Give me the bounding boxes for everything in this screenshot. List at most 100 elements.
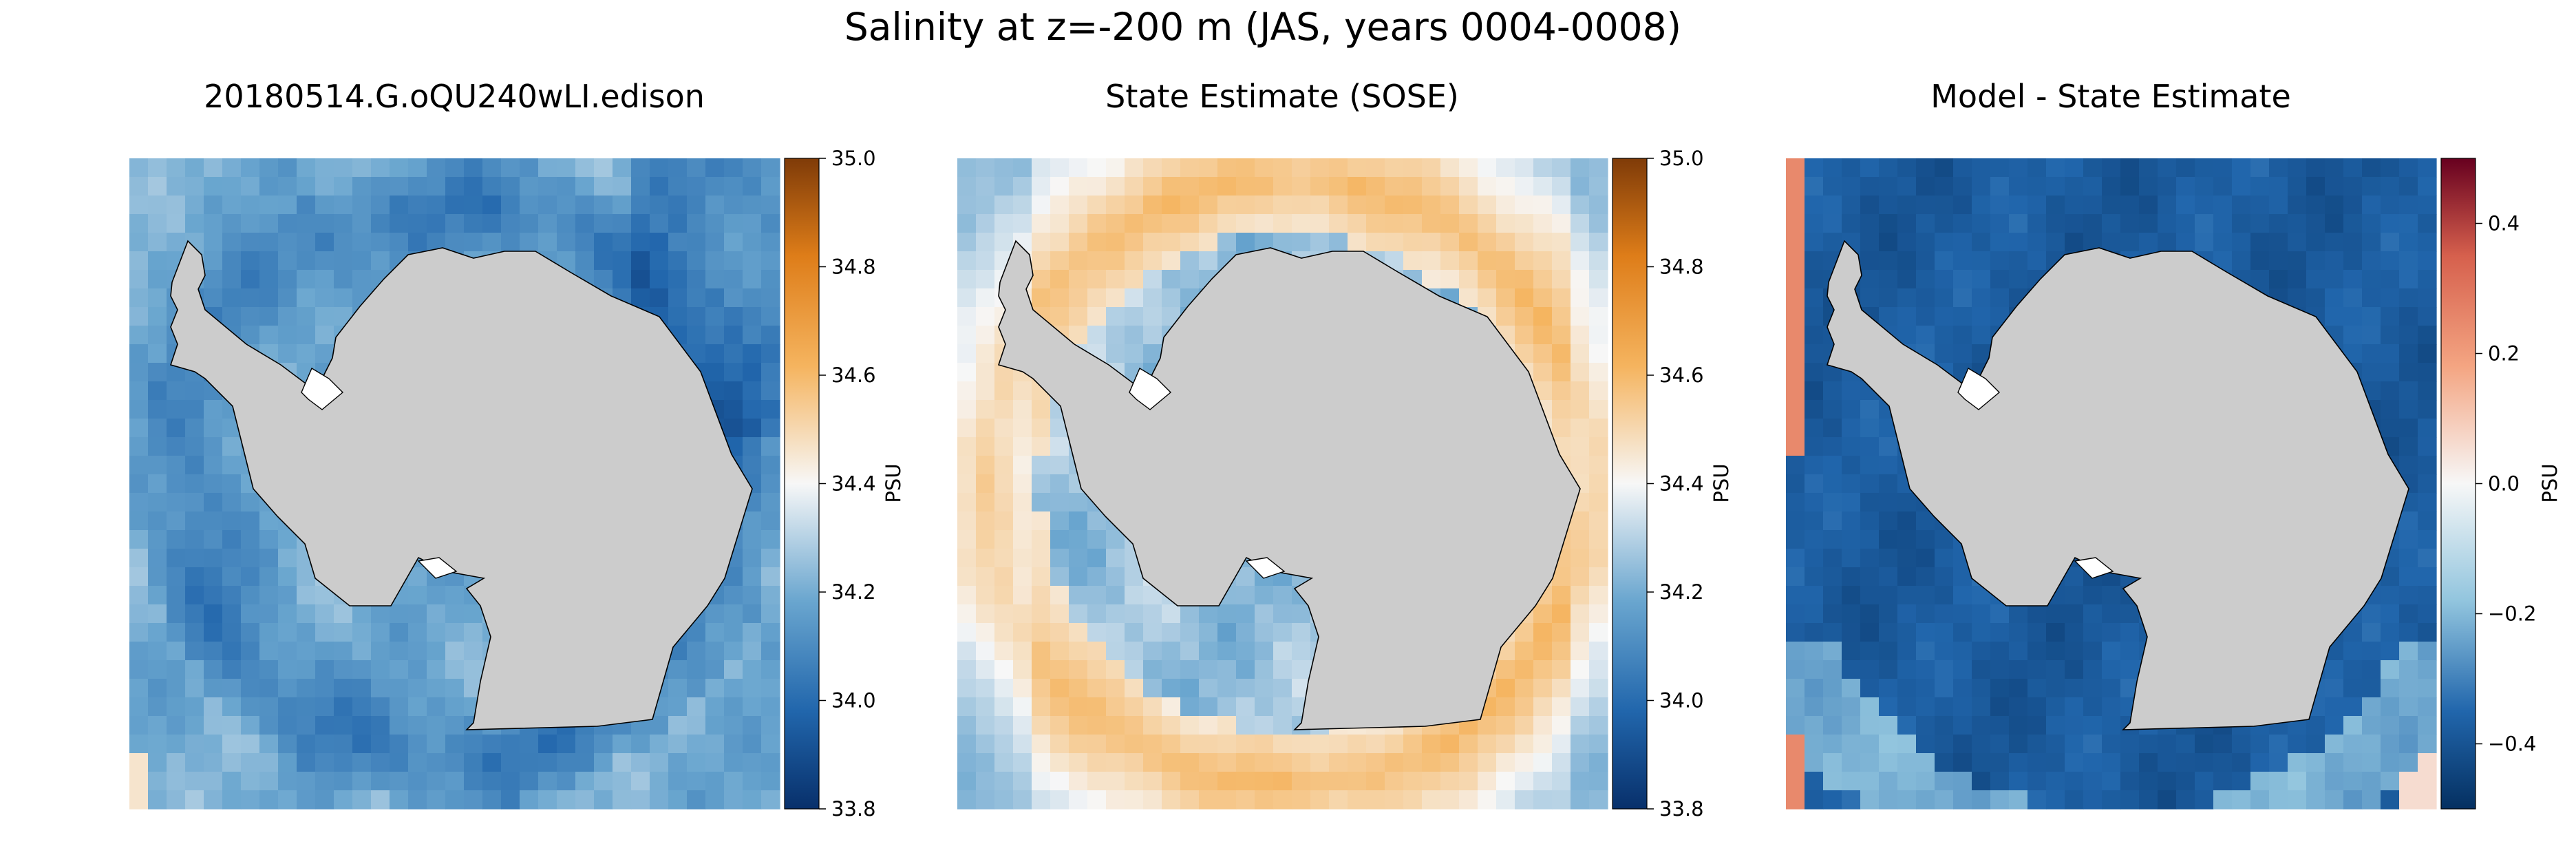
field-cell [464,196,483,215]
field-cell [1515,158,1534,178]
field-cell [2158,772,2177,791]
field-cell [204,288,223,308]
field-cell [1032,716,1051,735]
field-cell [315,604,334,624]
field-cell [2009,790,2028,810]
field-cell [371,735,390,754]
field-cell [743,772,762,791]
field-cell [1273,697,1292,717]
field-cell [222,549,242,568]
field-cell [1823,474,1842,494]
field-cell [2083,642,2103,661]
field-cell [650,177,669,196]
field-cell [2158,753,2177,772]
field-cell [1533,363,1553,382]
field-cell [1013,400,1032,419]
field-cell [761,493,780,512]
field-cell [1842,530,1861,549]
field-cell [1589,363,1608,382]
field-cell [2083,753,2103,772]
field-cell [1050,660,1069,679]
field-cell [1990,233,2010,252]
field-cell [994,549,1014,568]
field-cell [445,772,465,791]
field-cell [352,660,372,679]
field-cell [1236,586,1255,605]
field-cell [1292,660,1311,679]
field-cell [1292,642,1311,661]
field-cell [1571,567,1590,587]
field-cell [1879,530,1898,549]
field-cell [1589,530,1608,549]
field-cell [1786,251,1805,271]
field-cell [1217,233,1237,252]
field-cell [594,233,613,252]
field-cell [2381,604,2400,624]
field-cell [2418,344,2437,363]
field-cell [1125,233,1144,252]
field-cell [1823,735,1842,754]
field-cell [1860,623,1880,642]
field-cell [1087,567,1107,587]
field-cell [743,196,762,215]
field-cell [148,196,167,215]
field-cell [1459,270,1478,289]
field-cell [334,270,353,289]
field-cell [129,549,149,568]
field-cell [1589,233,1608,252]
field-cell [129,419,149,438]
colorbar-tick-label: 34.8 [1659,255,1704,279]
field-cell [167,177,186,196]
field-cell [2343,251,2363,271]
field-cell [1013,493,1032,512]
field-cell [1533,679,1553,698]
field-cell [2065,716,2084,735]
field-cell [1533,642,1553,661]
field-cell [761,549,780,568]
field-cell [2120,604,2140,624]
field-cell [1162,270,1181,289]
field-cell [334,214,353,233]
field-cell [148,642,167,661]
colorbar-tick-label: 34.2 [1659,580,1704,604]
field-cell [1422,251,1441,271]
field-cell [1236,196,1255,215]
field-cell [204,214,223,233]
field-cell [297,623,316,642]
field-cell [222,270,242,289]
field-cell [408,586,427,605]
field-cell [1571,586,1590,605]
field-cell [2381,753,2400,772]
field-cell [1990,177,2010,196]
field-cell [1050,196,1069,215]
field-cell [1013,511,1032,531]
field-cell [1403,233,1423,252]
field-cell [557,158,576,178]
field-cell [2065,233,2084,252]
field-cell [1879,158,1898,178]
field-cell [2418,437,2437,456]
field-cell [743,214,762,233]
field-cell [427,214,446,233]
field-cell [1805,456,1824,475]
field-cell [1236,623,1255,642]
field-cell [1533,604,1553,624]
field-cell [2009,177,2028,196]
field-cell [557,233,576,252]
colorbar-gradient [2440,158,2476,810]
field-cell [724,419,743,438]
field-cell [408,679,427,698]
field-cell [2418,530,2437,549]
field-cell [2158,214,2177,233]
field-cell [1842,772,1861,791]
field-cell [1273,772,1292,791]
field-cell [1990,270,2010,289]
field-cell [1916,307,1935,326]
field-cell [1496,251,1515,271]
field-cell [613,158,632,178]
field-cell [222,474,242,494]
panel-sose: State Estimate (SOSE) 33.834.034.234.434… [957,78,1733,821]
field-cell [1990,697,2010,717]
field-cell [185,419,204,438]
field-cell [2381,307,2400,326]
